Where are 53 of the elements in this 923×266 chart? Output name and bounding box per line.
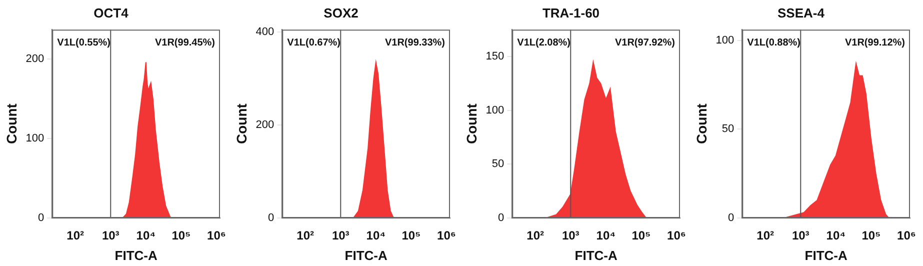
x-tick-label: 10³ <box>332 228 350 243</box>
x-tick-label: 10⁵ <box>862 228 881 243</box>
annotation: V1L(0.55%) <box>57 37 111 48</box>
annotation: V1R(99.45%) <box>154 37 215 48</box>
annotation: V1R(97.92%) <box>614 37 675 48</box>
x-tick-label: 10² <box>66 228 84 243</box>
y-tick-label: 50 <box>492 158 504 170</box>
x-axis-title: FITC-A <box>114 248 158 263</box>
x-tick-label: 10⁴ <box>136 228 156 243</box>
annotation: V1R(99.12%) <box>844 37 905 48</box>
y-tick-label: 100 <box>486 104 504 116</box>
x-tick-label: 10⁵ <box>632 228 651 243</box>
annotation: V1L(2.08%) <box>517 37 571 48</box>
x-tick-label: 10² <box>756 228 774 243</box>
annotation: V1L(0.88%) <box>747 37 801 48</box>
x-tick-label: 10² <box>296 228 314 243</box>
annotation: V1R(99.33%) <box>384 37 445 48</box>
y-tick-label: 0 <box>38 212 44 224</box>
chart-title: OCT4 <box>94 5 130 20</box>
y-axis-title: Count <box>463 103 480 144</box>
y-tick-label: 100 <box>26 132 44 145</box>
y-tick-label: 0 <box>268 212 274 224</box>
x-tick-label: 10² <box>526 228 544 243</box>
x-axis-title: FITC-A <box>804 248 848 263</box>
y-tick-label: 400 <box>256 26 274 38</box>
x-tick-label: 10⁶ <box>437 228 456 243</box>
x-tick-label: 10⁶ <box>897 228 916 243</box>
x-tick-label: 10³ <box>562 228 580 243</box>
x-tick-label: 10⁵ <box>402 228 421 243</box>
x-tick-label: 10⁴ <box>596 228 616 243</box>
x-tick-label: 10⁶ <box>207 228 226 243</box>
annotation: V1L(0.67%) <box>287 37 341 48</box>
y-axis-title: Count <box>233 103 250 144</box>
y-tick-label: 0 <box>498 212 504 224</box>
chart-title: SSEA-4 <box>778 5 826 20</box>
y-tick-label: 100 <box>716 34 734 46</box>
y-tick-label: 200 <box>256 118 274 131</box>
x-axis-title: FITC-A <box>574 248 618 263</box>
chart-title: TRA-1-60 <box>542 5 600 20</box>
x-tick-label: 10⁴ <box>826 228 846 243</box>
y-axis-title: Count <box>693 103 710 144</box>
x-tick-label: 10³ <box>102 228 120 243</box>
y-tick-label: 150 <box>486 50 504 63</box>
x-tick-label: 10⁶ <box>667 228 686 243</box>
x-axis-title: FITC-A <box>344 248 388 263</box>
y-tick-label: 200 <box>26 53 44 66</box>
chart-title: SOX2 <box>324 5 358 20</box>
x-tick-label: 10³ <box>792 228 810 243</box>
x-tick-label: 10⁴ <box>366 228 386 243</box>
y-axis-title: Count <box>3 103 20 144</box>
x-tick-label: 10⁵ <box>172 228 191 243</box>
y-tick-label: 0 <box>728 212 734 224</box>
y-tick-label: 50 <box>722 123 734 136</box>
